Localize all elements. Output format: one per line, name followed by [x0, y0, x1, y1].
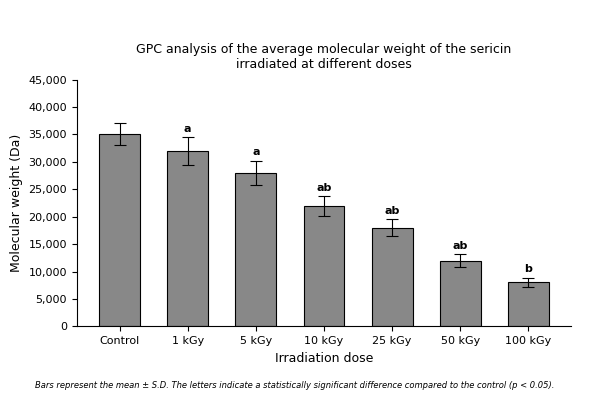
- Text: a: a: [184, 124, 191, 134]
- Bar: [167, 151, 208, 326]
- Bar: [99, 135, 140, 326]
- Text: b: b: [524, 264, 532, 274]
- Text: ab: ab: [452, 241, 468, 251]
- Bar: [372, 228, 412, 326]
- Bar: [508, 283, 549, 326]
- Text: a: a: [252, 148, 260, 158]
- Text: ab: ab: [385, 206, 400, 216]
- Text: Bars represent the mean ± S.D. The letters indicate a statistically significant : Bars represent the mean ± S.D. The lette…: [35, 381, 554, 390]
- Bar: [236, 173, 276, 326]
- Bar: [440, 261, 481, 326]
- Y-axis label: Molecular weight (Da): Molecular weight (Da): [9, 134, 22, 272]
- Bar: [303, 206, 345, 326]
- Text: ab: ab: [316, 183, 332, 193]
- X-axis label: Irradiation dose: Irradiation dose: [274, 352, 373, 365]
- Title: GPC analysis of the average molecular weight of the sericin
irradiated at differ: GPC analysis of the average molecular we…: [136, 43, 512, 72]
